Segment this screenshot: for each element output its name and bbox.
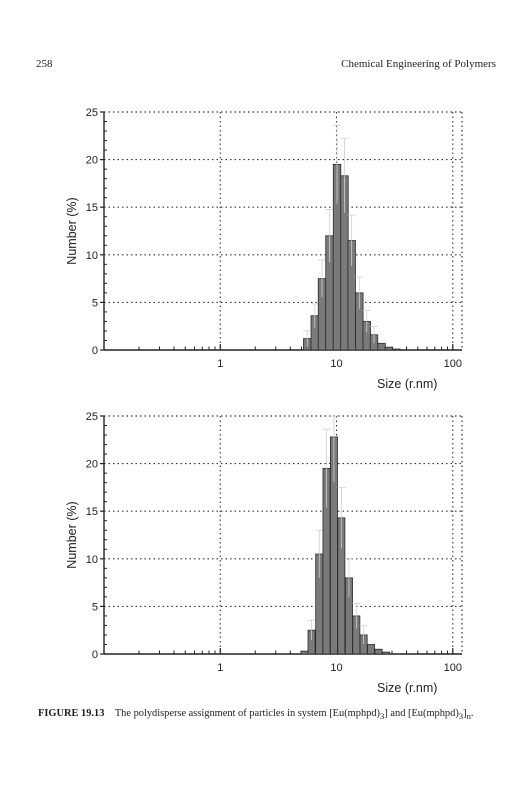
- caption-sub-1: 3: [380, 711, 385, 722]
- x-tick-label: 10: [330, 358, 342, 370]
- chart-svg: 0 5 10 15 20 25 1 10 100 Number (%) Size (r.nm): [65, 107, 463, 391]
- y-tick-label: 10: [86, 554, 98, 566]
- histogram-bar: [300, 650, 309, 655]
- y-tick-label: 0: [92, 649, 98, 661]
- x-axis-title: Size (r.nm): [377, 377, 437, 391]
- y-tick-label: 25: [86, 107, 98, 119]
- y-tick-label: 15: [86, 202, 98, 214]
- caption-text-2: ] and [Eu(mphpd): [384, 708, 459, 719]
- page-number: 258: [36, 58, 53, 70]
- x-tick-label: 1: [217, 358, 223, 370]
- y-axis-title: Number (%): [65, 197, 79, 264]
- caption-sub-3: n: [466, 711, 471, 722]
- y-tick-label: 25: [86, 411, 98, 423]
- y-tick-label: 20: [86, 155, 98, 167]
- y-tick-label: 0: [92, 345, 98, 357]
- book-title: Chemical Engineering of Polymers: [341, 58, 496, 70]
- size-distribution-chart-top: 0 5 10 15 20 25 1 10 100 Number (%) Size (r.nm): [0, 96, 528, 402]
- histogram-bar: [377, 342, 386, 351]
- x-axis-title: Size (r.nm): [377, 681, 437, 695]
- x-tick-label: 10: [330, 662, 342, 674]
- x-tick-label: 1: [217, 662, 223, 674]
- caption-text-4: .: [470, 708, 474, 719]
- y-tick-label: 15: [86, 506, 98, 518]
- chart-svg: 0 5 10 15 20 25 1 10 100 Number (%) Size (r.nm): [65, 411, 463, 695]
- caption-text-1: The polydisperse assignment of particles…: [114, 708, 381, 719]
- x-tick-label: 100: [444, 662, 462, 674]
- histogram-bar: [367, 644, 375, 655]
- caption-sub-2: 3: [458, 711, 464, 722]
- running-header: 258 Chemical Engineering of Polymers: [36, 58, 496, 74]
- histogram-bar: [374, 648, 383, 655]
- y-tick-label: 5: [92, 601, 98, 613]
- size-distribution-chart-bottom: 0 5 10 15 20 25 1 10 100 Number (%) Size (r.nm): [0, 400, 528, 708]
- y-tick-label: 5: [92, 297, 98, 309]
- caption-text-3: ]: [463, 708, 467, 719]
- y-axis-title: Number (%): [65, 501, 79, 568]
- figure-label: FIGURE 19.13: [38, 708, 105, 719]
- histogram-bar: [392, 348, 401, 351]
- figure-caption: FIGURE 19.13 The polydisperse assignment…: [38, 706, 496, 724]
- y-tick-label: 20: [86, 459, 98, 471]
- y-tick-label: 10: [86, 250, 98, 262]
- x-tick-label: 100: [444, 358, 462, 370]
- histogram-bar: [384, 346, 394, 351]
- histogram-bar: [381, 651, 390, 655]
